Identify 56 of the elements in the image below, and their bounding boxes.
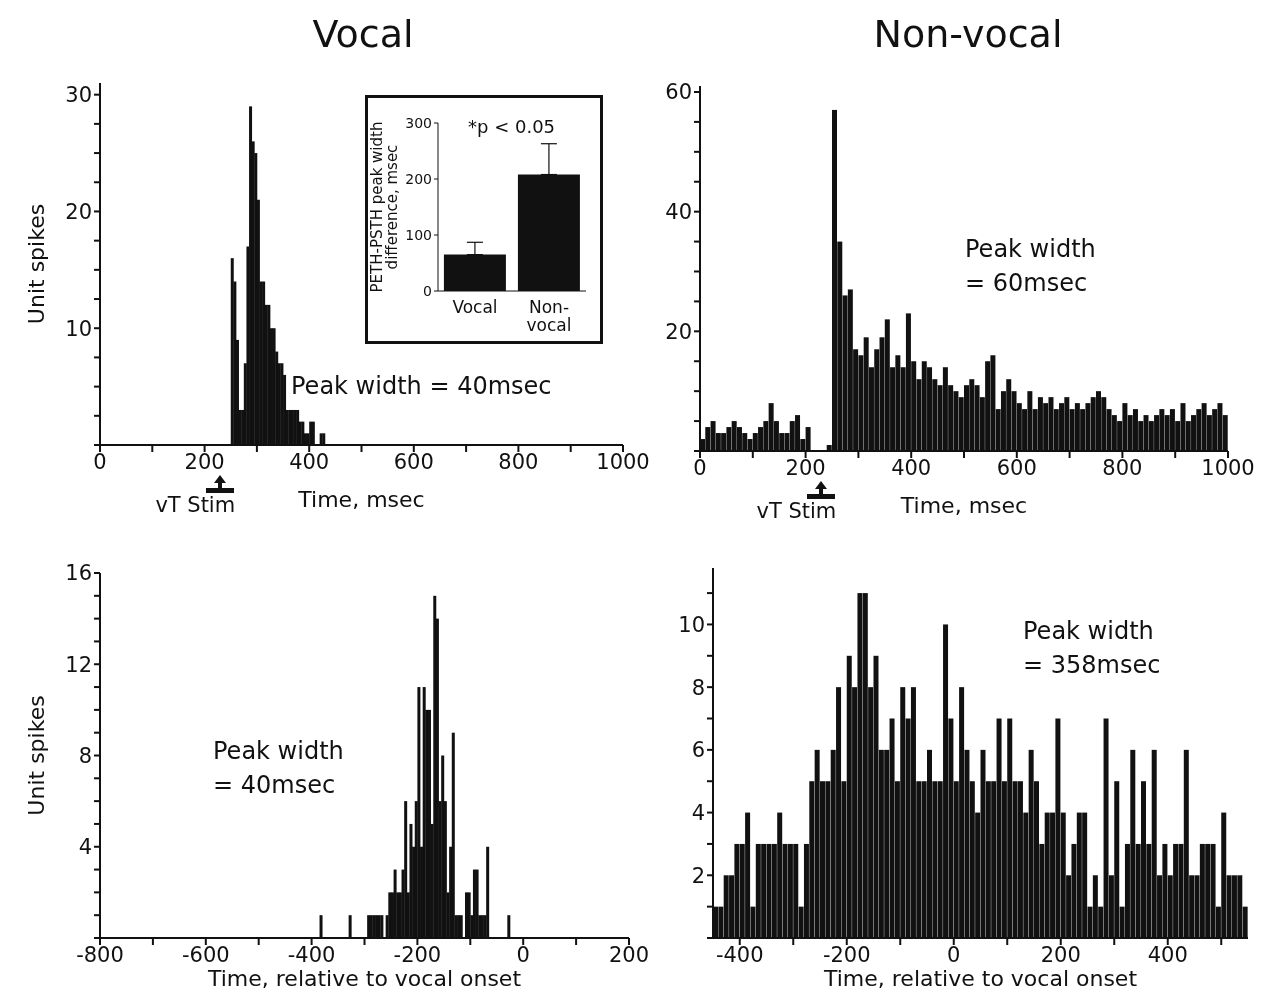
x-axis-title: Time, msec — [899, 493, 1028, 518]
x-tick-label: 800 — [498, 449, 539, 474]
y-tick-label: 10 — [65, 316, 92, 341]
y-tick-label: 300 — [405, 114, 432, 131]
y-tick-label: 0 — [423, 282, 432, 299]
x-tick-label: 600 — [996, 455, 1037, 480]
x-tick-label: 600 — [393, 449, 434, 474]
y-axis-title: Unit spikes — [24, 695, 49, 816]
x-tick-label: -400 — [287, 942, 336, 967]
y-tick-label: 100 — [405, 226, 432, 243]
x-tick-label: -400 — [715, 942, 764, 967]
x-tick-label: 1000 — [596, 449, 650, 474]
x-tick-label: 200 — [184, 449, 225, 474]
y-tick-label: 8 — [691, 675, 705, 700]
y-tick-label: 20 — [65, 199, 92, 224]
y-tick-label: 40 — [665, 200, 692, 225]
x-tick-label: 400 — [891, 455, 932, 480]
annotation: Peak width = 60msec — [965, 234, 1096, 299]
y-tick-label: 12 — [65, 652, 92, 677]
text: vT Stim — [755, 499, 838, 523]
x-axis-title: Time, msec — [297, 487, 425, 512]
y-tick-label: 200 — [405, 170, 432, 187]
annotation: Peak width = 40msec — [213, 736, 344, 801]
y-tick-label: 60 — [665, 80, 692, 105]
y-tick-label: 10 — [678, 612, 705, 637]
y-axis-title: PETH-PSTH peak width difference, msec — [368, 121, 401, 293]
chart-title: Vocal — [311, 12, 415, 56]
y-tick-label: 20 — [665, 319, 692, 344]
x-tick-label: 0 — [516, 942, 530, 967]
y-tick-label: 16 — [65, 561, 92, 586]
y-tick-label: 4 — [78, 835, 92, 860]
x-tick-label: 1000 — [1201, 455, 1255, 480]
x-tick-label: -200 — [393, 942, 442, 967]
y-tick-label: 8 — [78, 743, 92, 768]
y-tick-label: 2 — [691, 863, 705, 888]
x-tick-label: -600 — [181, 942, 230, 967]
chart-title: Non-vocal — [872, 12, 1064, 56]
y-tick-label: 6 — [691, 738, 705, 763]
annotation: Peak width = 40msec — [291, 371, 552, 402]
x-tick-label: 200 — [608, 942, 650, 967]
x-tick-label: 200 — [785, 455, 826, 480]
y-axis-title: Unit spikes — [24, 203, 49, 325]
x-axis-title: Time, relative to vocal onset — [822, 966, 1138, 991]
x-tick-label: 0 — [947, 942, 961, 967]
x-tick-label: -200 — [822, 942, 871, 967]
x-tick-label: 800 — [1102, 455, 1143, 480]
x-tick-label: 400 — [1147, 942, 1188, 967]
x-tick-label: -800 — [76, 942, 124, 967]
annotation: Peak width = 358msec — [1023, 616, 1161, 681]
annotation: *p < 0.05 — [468, 116, 556, 137]
y-tick-label: 4 — [691, 801, 705, 826]
text: vT Stim — [154, 493, 237, 517]
x-tick-label: 200 — [1040, 942, 1081, 967]
y-tick-label: 30 — [65, 83, 92, 108]
x-axis-title: Time, relative to vocal onset — [206, 966, 522, 991]
x-tick-label: 400 — [289, 449, 330, 474]
